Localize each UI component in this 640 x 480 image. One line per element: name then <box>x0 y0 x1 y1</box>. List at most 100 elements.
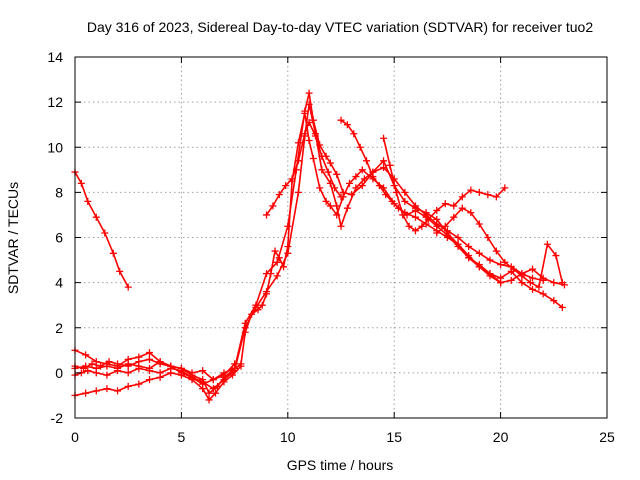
data-point <box>84 367 92 375</box>
data-point <box>529 285 537 293</box>
data-point <box>454 243 462 251</box>
data-point <box>82 389 90 397</box>
data-point <box>305 89 313 97</box>
data-point <box>443 231 451 239</box>
y-tick-label: 0 <box>55 365 63 381</box>
data-point <box>509 265 517 273</box>
data-point <box>220 371 228 379</box>
data-point <box>360 175 368 183</box>
data-point <box>269 202 277 210</box>
data-point <box>305 136 313 144</box>
data-point <box>145 376 153 384</box>
series-trace-4 <box>71 100 547 393</box>
data-point <box>458 193 466 201</box>
data-point <box>458 204 466 212</box>
data-point <box>177 364 185 372</box>
data-point <box>114 362 122 370</box>
data-point <box>294 188 302 196</box>
data-point <box>411 206 419 214</box>
data-point <box>382 191 390 199</box>
data-point <box>369 173 377 181</box>
data-point <box>352 184 360 192</box>
data-point <box>101 229 109 237</box>
data-point <box>486 272 494 280</box>
data-point <box>103 385 111 393</box>
data-point <box>288 175 296 183</box>
data-point <box>82 351 90 359</box>
data-point <box>358 182 366 190</box>
data-point <box>450 202 458 210</box>
x-tick-label: 0 <box>71 429 79 445</box>
data-point <box>475 220 483 228</box>
data-point <box>199 367 207 375</box>
y-tick-label: 12 <box>47 94 63 110</box>
data-point <box>205 389 213 397</box>
data-point <box>401 197 409 205</box>
data-point <box>97 362 105 370</box>
y-tick-label: 8 <box>55 184 63 200</box>
data-point <box>441 222 449 230</box>
data-point <box>156 373 164 381</box>
data-point <box>84 197 92 205</box>
data-point <box>401 188 409 196</box>
data-point <box>273 272 281 280</box>
data-point <box>167 362 175 370</box>
data-point <box>318 152 326 160</box>
data-point <box>273 258 281 266</box>
series-trace-10 <box>433 204 566 291</box>
data-point <box>380 157 388 165</box>
data-point <box>424 215 432 223</box>
data-point <box>305 118 313 126</box>
grid <box>75 57 607 418</box>
data-point <box>116 267 124 275</box>
data-point <box>92 369 100 377</box>
data-point <box>199 385 207 393</box>
data-point <box>441 200 449 208</box>
data-point <box>484 191 492 199</box>
data-point <box>316 184 324 192</box>
y-tick-label: 2 <box>55 320 63 336</box>
data-point <box>475 188 483 196</box>
data-point <box>263 211 271 219</box>
data-point <box>301 130 309 138</box>
data-point <box>363 157 371 165</box>
data-point <box>199 378 207 386</box>
data-point <box>92 387 100 395</box>
data-point <box>237 362 245 370</box>
data-point <box>518 272 526 280</box>
data-point <box>109 249 117 257</box>
series-trace-7 <box>263 118 345 219</box>
data-point <box>209 376 217 384</box>
data-point <box>380 164 388 172</box>
data-point <box>433 206 441 214</box>
data-point <box>411 213 419 221</box>
data-point <box>209 385 217 393</box>
series-line <box>340 119 565 286</box>
series-line <box>436 207 564 288</box>
data-point <box>337 116 345 124</box>
series-trace-8 <box>337 116 568 289</box>
series-line <box>382 138 506 232</box>
data-point <box>411 227 419 235</box>
data-point <box>167 369 175 377</box>
data-point <box>392 188 400 196</box>
data-point <box>346 179 354 187</box>
data-point <box>539 290 547 298</box>
x-tick-labels: 0 5 10 15 20 25 <box>71 429 615 445</box>
data-point <box>333 202 341 210</box>
data-point <box>535 283 543 291</box>
ticks <box>74 56 608 419</box>
data-point <box>124 362 132 370</box>
data-point <box>77 179 85 187</box>
data-point <box>405 222 413 230</box>
data-point <box>324 168 332 176</box>
data-point <box>271 247 279 255</box>
series-line <box>74 171 129 288</box>
data-point <box>124 382 132 390</box>
data-point <box>475 263 483 271</box>
data-point <box>454 234 462 241</box>
series-trace-1 <box>71 168 132 291</box>
data-point <box>318 166 326 174</box>
data-point <box>497 261 505 269</box>
data-point <box>301 107 309 115</box>
